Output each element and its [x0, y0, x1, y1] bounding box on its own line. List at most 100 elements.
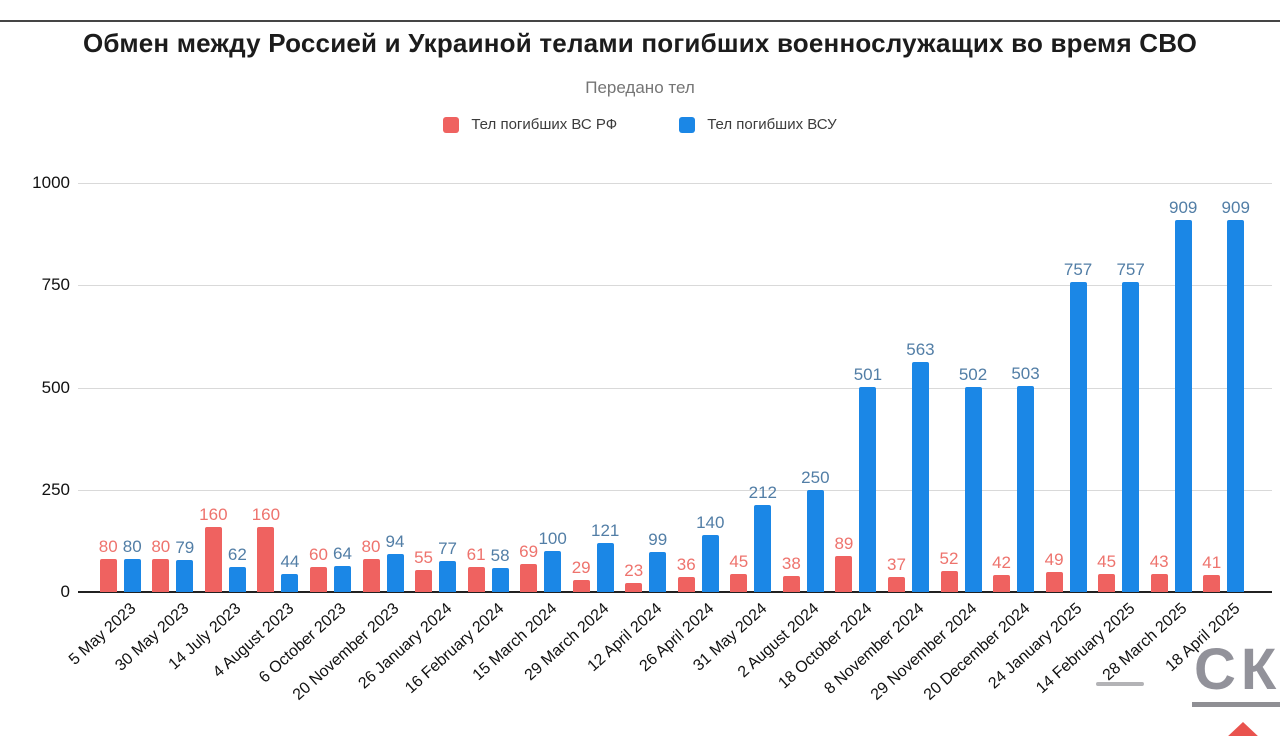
y-axis-tick-label: 750: [41, 275, 70, 295]
value-label-rf: 52: [939, 548, 959, 568]
legend-swatch-vsu-icon: [679, 116, 696, 133]
bar-vsu: [228, 566, 246, 592]
value-label-rf: 160: [251, 504, 281, 524]
chart-legend: Тел погибших ВС РФ Тел погибших ВСУ: [0, 116, 1280, 133]
legend-item-vsu: Тел погибших ВСУ: [679, 116, 837, 133]
value-label-vsu: 757: [1063, 260, 1093, 280]
bar-rf: [782, 576, 800, 592]
bar-rf: [204, 526, 222, 592]
bar-rf: [99, 559, 117, 592]
bar-rf: [887, 576, 905, 592]
value-label-vsu: 100: [538, 529, 567, 549]
bar-rf: [572, 580, 590, 592]
value-label-vsu: 501: [853, 365, 883, 385]
value-label-vsu: 140: [696, 512, 725, 532]
value-label-vsu: 250: [801, 467, 830, 487]
value-label-rf: 45: [1097, 551, 1117, 571]
legend-label-vsu: Тел погибших ВСУ: [707, 116, 837, 133]
bar-vsu: [1069, 282, 1087, 592]
bar-rf: [1203, 575, 1221, 592]
value-label-rf: 80: [98, 537, 118, 557]
value-label-vsu: 44: [280, 552, 300, 571]
bar-rf: [257, 526, 275, 592]
bar-vsu: [1174, 220, 1192, 592]
bar-rf: [730, 573, 748, 592]
x-axis-label: 26 January 2024: [354, 600, 455, 693]
bar-vsu: [544, 551, 562, 592]
bar-vsu: [649, 551, 667, 592]
bar-rf: [835, 555, 853, 592]
value-label-rf: 36: [676, 555, 696, 575]
y-axis-tick-label: 0: [60, 582, 70, 601]
gridline: [78, 285, 1272, 287]
chart-subtitle: Передано тел: [585, 78, 695, 97]
value-label-vsu: 563: [906, 339, 935, 359]
bar-rf: [940, 570, 958, 592]
x-axis-label: 18 October 2024: [775, 600, 876, 693]
bar-rf: [467, 567, 485, 592]
value-label-rf: 89: [834, 533, 854, 553]
bar-vsu: [439, 560, 457, 592]
y-axis-tick-label: 250: [41, 479, 70, 499]
value-label-vsu: 99: [648, 529, 668, 549]
bar-rf: [1098, 573, 1116, 592]
value-label-rf: 43: [1149, 552, 1169, 572]
watermark-dash: [1096, 682, 1144, 686]
gridline: [78, 183, 1272, 184]
value-label-rf: 69: [519, 541, 539, 561]
top-border-line: [0, 20, 1280, 22]
bar-rf: [625, 582, 643, 592]
x-axis-baseline: [78, 591, 1272, 593]
legend-item-rf: Тел погибших ВС РФ: [443, 116, 617, 133]
bar-vsu: [281, 574, 299, 592]
value-label-rf: 23: [624, 560, 644, 580]
gridline: [78, 489, 1272, 491]
value-label-rf: 60: [308, 545, 328, 565]
y-axis-tick-label: 1000: [32, 173, 70, 192]
value-label-vsu: 503: [1011, 364, 1040, 384]
bar-vsu: [1017, 386, 1035, 592]
value-label-rf: 80: [361, 537, 381, 557]
value-label-vsu: 62: [227, 544, 247, 564]
value-label-rf: 160: [199, 504, 228, 524]
bar-vsu: [491, 568, 509, 592]
x-axis-label: 16 February 2024: [402, 600, 508, 698]
value-label-rf: 80: [151, 537, 171, 557]
value-label-vsu: 502: [958, 364, 988, 384]
bar-vsu: [386, 553, 404, 592]
legend-label-rf: Тел погибших ВС РФ: [471, 116, 618, 133]
value-label-vsu: 94: [385, 531, 405, 551]
bar-vsu: [333, 565, 351, 592]
bar-rf: [415, 569, 433, 592]
value-label-vsu: 80: [122, 537, 142, 557]
value-label-rf: 42: [992, 552, 1011, 572]
bar-rf: [1150, 574, 1168, 592]
bar-vsu: [806, 489, 824, 592]
bar-rf: [152, 559, 170, 592]
value-label-vsu: 79: [175, 537, 195, 557]
bar-rf: [993, 574, 1011, 592]
bar-rf: [677, 577, 695, 592]
value-label-rf: 38: [781, 554, 801, 574]
bar-vsu: [1227, 220, 1245, 592]
watermark-logo-text: СК: [1194, 637, 1280, 702]
value-label-rf: 55: [414, 547, 433, 567]
legend-swatch-rf-icon: [443, 116, 460, 133]
bar-vsu: [754, 505, 772, 592]
value-label-rf: 61: [466, 545, 486, 565]
bar-rf: [1045, 571, 1063, 592]
value-label-vsu: 757: [1116, 260, 1145, 280]
value-label-vsu: 77: [438, 538, 457, 558]
value-label-rf: 37: [886, 554, 906, 574]
chart-title: Обмен между Россией и Украиной телами по…: [82, 28, 1198, 58]
value-label-vsu: 909: [1221, 198, 1250, 218]
bar-vsu: [701, 534, 719, 592]
bar-vsu: [911, 361, 929, 592]
x-axis-label: 24 January 2025: [985, 600, 1086, 693]
bar-rf: [309, 567, 327, 592]
watermark-triangle-icon: [1226, 722, 1260, 736]
y-axis-tick-label: 500: [41, 377, 70, 397]
value-label-vsu: 909: [1168, 198, 1198, 218]
